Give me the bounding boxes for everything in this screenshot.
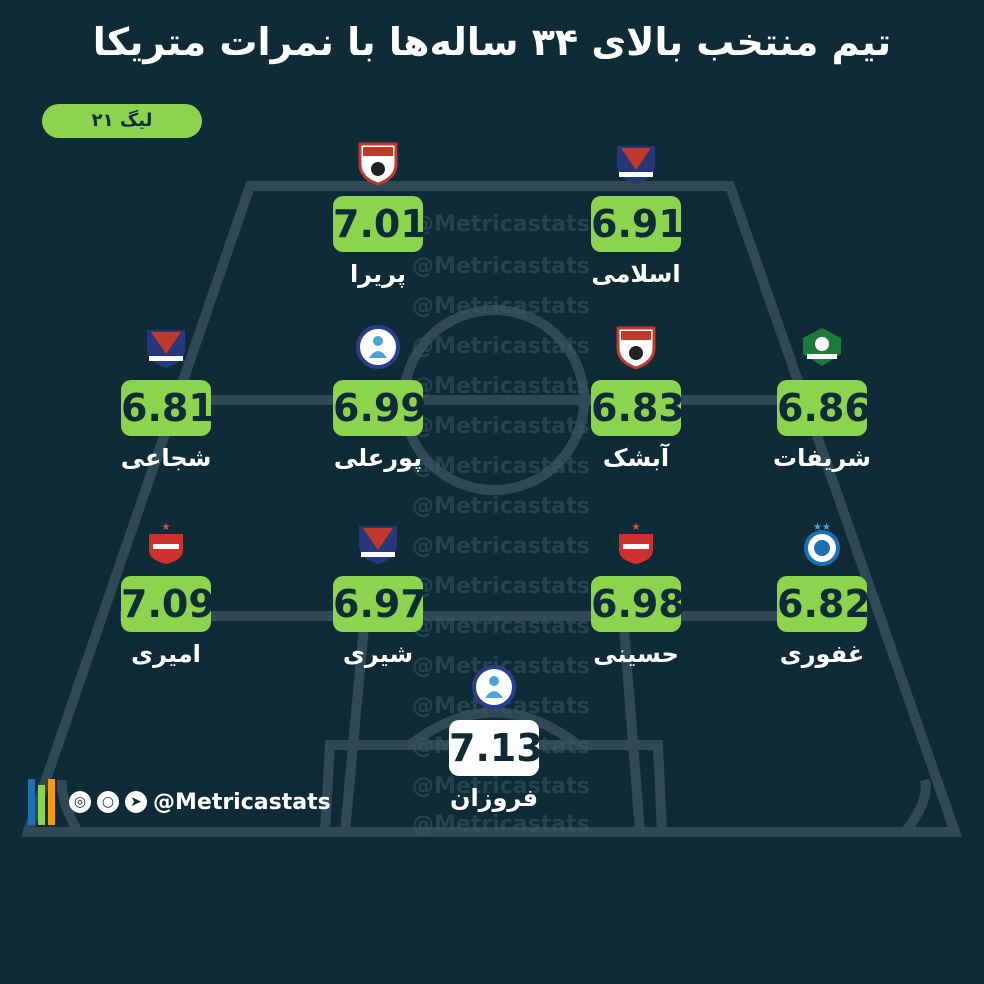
watermark: @Metricastats xyxy=(412,534,590,559)
havadar-logo-icon xyxy=(356,325,400,369)
havadar-logo-icon xyxy=(472,665,516,709)
player-score: 6.97 xyxy=(333,576,427,632)
persepolis-logo-icon: ★ xyxy=(149,522,183,564)
player-card-goalkeeper: 7.13 فروزان xyxy=(414,664,574,812)
player-name: پورعلی xyxy=(333,444,423,472)
player-card: 6.86 شریفات xyxy=(742,324,902,472)
player-name: آبشک xyxy=(602,444,670,472)
player-name: شیری xyxy=(342,640,414,668)
player-card: 6.91 اسلامی xyxy=(556,140,716,288)
watermark: @Metricastats xyxy=(412,454,590,479)
player-card: 6.83 آبشک xyxy=(556,324,716,472)
watermark: @Metricastats xyxy=(412,414,590,439)
watermark: @Metricastats xyxy=(412,812,590,837)
watermark: @Metricastats xyxy=(412,334,590,359)
svg-text:★: ★ xyxy=(162,522,171,533)
watermark: @Metricastats xyxy=(412,374,590,399)
nassaji-logo-icon xyxy=(359,526,397,564)
player-name: حسینی xyxy=(593,640,679,668)
persepolis-logo-icon: ★ xyxy=(619,522,653,564)
player-score: 7.09 xyxy=(121,576,215,632)
player-name: پریرا xyxy=(349,260,407,288)
player-card: 6.81 شجاعی xyxy=(86,324,246,472)
player-name: شجاعی xyxy=(120,444,212,472)
social-handle[interactable]: @Metricastats xyxy=(153,789,331,815)
player-name: اسلامی xyxy=(591,260,681,288)
player-score: 6.81 xyxy=(121,380,215,436)
svg-text:★: ★ xyxy=(632,522,641,533)
player-name: شریفات xyxy=(773,444,871,472)
watermark: @Metricastats xyxy=(412,254,590,279)
player-name: غفوری xyxy=(779,640,865,668)
player-score: 6.83 xyxy=(591,380,685,436)
player-card: ★ 6.98 حسینی xyxy=(556,520,716,668)
watermark: @Metricastats xyxy=(412,294,590,319)
telegram-icon[interactable]: ➤ xyxy=(125,791,147,813)
player-score: 6.86 xyxy=(777,380,871,436)
page-title: تیم منتخب بالای ۳۴ ساله‌ها با نمرات متری… xyxy=(92,20,892,64)
player-card: ★ 7.09 امیری xyxy=(86,520,246,668)
player-score: 6.91 xyxy=(591,196,685,252)
watermark: @Metricastats xyxy=(412,774,590,799)
watermark: @Metricastats xyxy=(412,212,590,237)
player-card: 6.99 پورعلی xyxy=(298,324,458,472)
player-score: 6.82 xyxy=(777,576,871,632)
league-badge: لیگ ۲۱ xyxy=(42,104,202,138)
esteghlal-logo-icon: ★★ xyxy=(804,522,840,566)
watermark: @Metricastats xyxy=(412,494,590,519)
nassaji-logo-icon xyxy=(147,330,185,368)
player-name: فروزان xyxy=(449,784,539,812)
zob-ahan-logo-icon xyxy=(803,328,841,366)
svg-text:★★: ★★ xyxy=(813,522,831,533)
player-name: امیری xyxy=(131,640,201,668)
foolad-logo-icon xyxy=(358,142,398,186)
player-card: 6.97 شیری xyxy=(298,520,458,668)
instagram-icon[interactable]: ○ xyxy=(97,791,119,813)
footer-branding: ◎ ○ ➤ @Metricastats xyxy=(28,778,331,826)
player-card: ★★ 6.82 غفوری xyxy=(742,520,902,668)
watermark: @Metricastats xyxy=(412,574,590,599)
player-score: 7.13 xyxy=(449,720,543,776)
player-score: 6.98 xyxy=(591,576,685,632)
nassaji-logo-icon xyxy=(617,146,655,184)
foolad-logo-icon xyxy=(616,326,656,370)
brand-logo-icon xyxy=(28,779,55,825)
player-score: 6.99 xyxy=(333,380,427,436)
player-score: 7.01 xyxy=(333,196,427,252)
player-card: 7.01 پریرا xyxy=(298,140,458,288)
watermark: @Metricastats xyxy=(412,614,590,639)
globe-icon[interactable]: ◎ xyxy=(69,791,91,813)
